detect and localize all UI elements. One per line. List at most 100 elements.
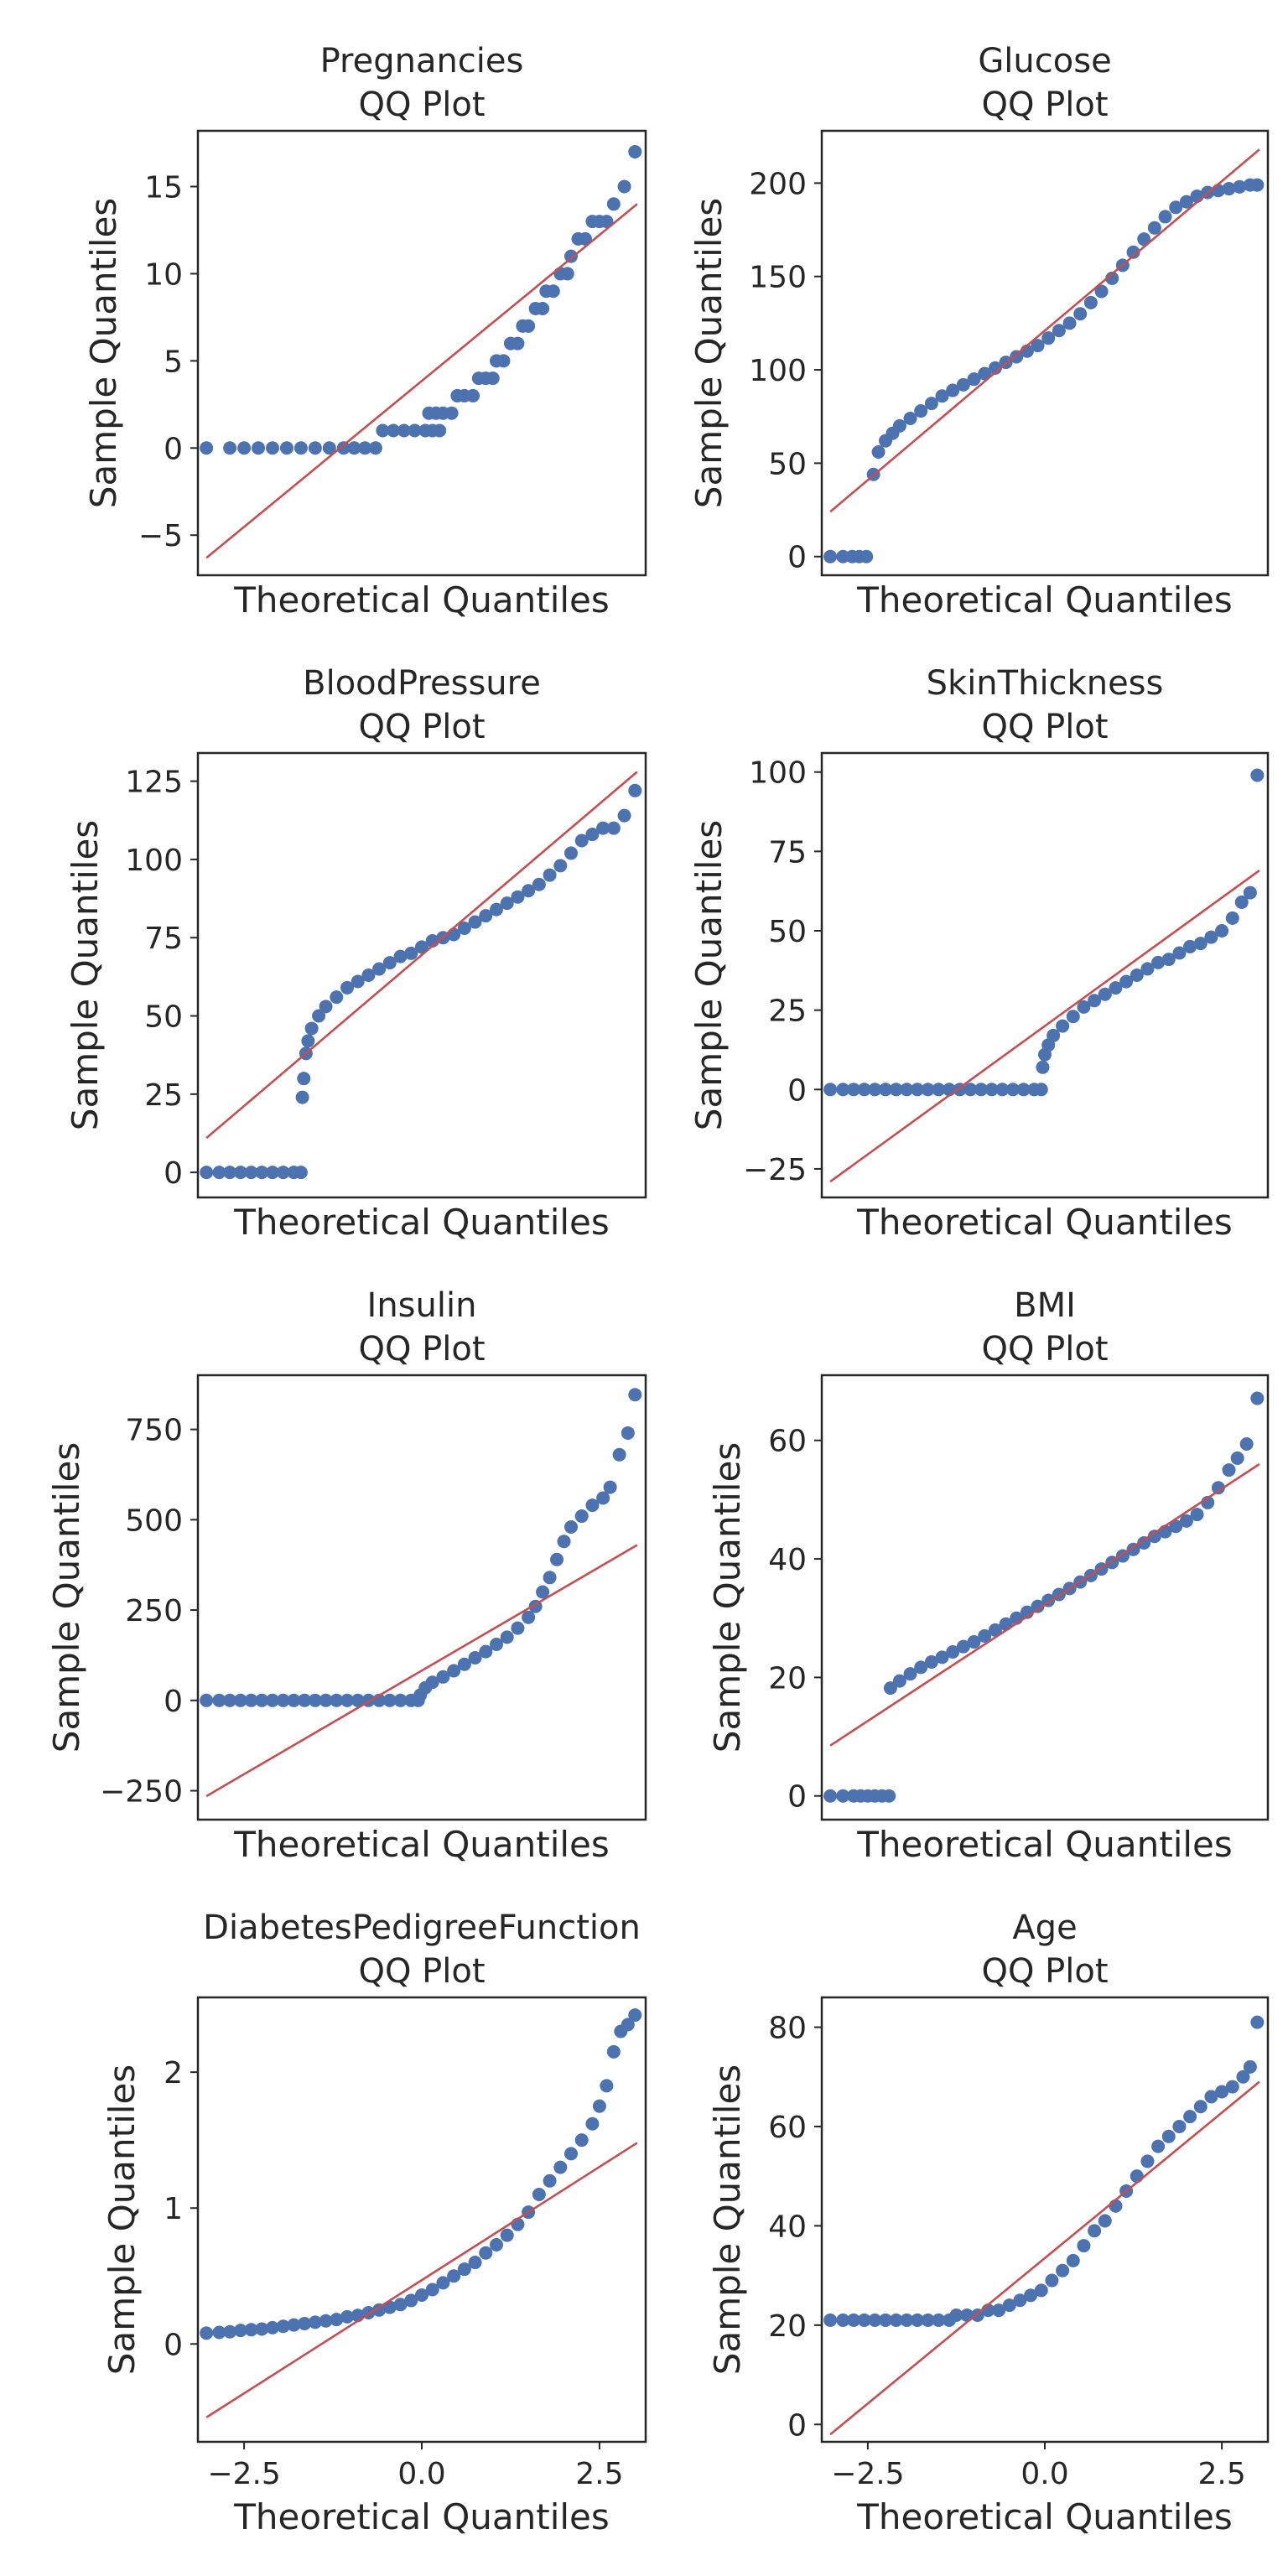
data-point bbox=[304, 1021, 319, 1036]
data-point bbox=[603, 1480, 617, 1494]
data-point bbox=[223, 1693, 237, 1707]
data-point bbox=[883, 1681, 897, 1696]
qq-subplot-6: DiabetesPedigreeFunction QQ Plot 0 1 2 −2.5 0.… bbox=[101, 1909, 647, 2537]
data-point bbox=[621, 1426, 635, 1440]
x-tick-label: 0.0 bbox=[1021, 2457, 1068, 2491]
data-point bbox=[500, 896, 514, 911]
reference-line bbox=[205, 203, 638, 559]
data-point bbox=[1215, 2085, 1229, 2099]
data-point bbox=[606, 2044, 621, 2059]
y-tick-label: 20 bbox=[768, 2309, 807, 2344]
subplot-title-line: Age bbox=[1012, 1909, 1077, 1947]
data-point bbox=[532, 2188, 546, 2202]
y-axis-label: Sample Quantiles bbox=[65, 820, 106, 1130]
plot-area bbox=[200, 144, 642, 559]
data-point bbox=[436, 2276, 450, 2290]
data-point bbox=[479, 1644, 493, 1659]
data-point bbox=[212, 1693, 226, 1707]
reference-line bbox=[205, 771, 638, 1140]
data-point bbox=[351, 1693, 365, 1707]
data-point bbox=[397, 423, 411, 438]
data-point bbox=[1031, 1599, 1045, 1613]
data-point bbox=[963, 1083, 978, 1097]
data-point bbox=[978, 1628, 992, 1643]
data-point bbox=[1215, 924, 1229, 937]
y-tick-label: 75 bbox=[144, 922, 183, 956]
y-axis-label: Sample Quantiles bbox=[101, 2064, 143, 2375]
data-point bbox=[233, 1693, 247, 1707]
data-point bbox=[372, 962, 387, 976]
data-point bbox=[301, 1034, 315, 1048]
data-point bbox=[486, 371, 500, 386]
data-point bbox=[490, 1638, 503, 1652]
data-point bbox=[882, 1789, 896, 1803]
data-point bbox=[393, 1693, 408, 1707]
x-axis-label: Theoretical Quantiles bbox=[233, 1824, 610, 1865]
subplot-title-line: DiabetesPedigreeFunction bbox=[203, 1909, 641, 1947]
data-point bbox=[879, 1083, 892, 1097]
data-point bbox=[490, 2237, 503, 2251]
data-point bbox=[466, 388, 480, 402]
qq-subplot-0: Pregnancies QQ Plot −5 0 5 10 15 Theoretical Qu… bbox=[83, 42, 647, 621]
subplot-title-line: QQ Plot bbox=[981, 708, 1108, 746]
data-point bbox=[312, 1009, 326, 1023]
axes-frame bbox=[196, 751, 647, 1199]
y-tick-label: 40 bbox=[768, 1543, 807, 1577]
data-point bbox=[287, 2318, 301, 2332]
data-point bbox=[585, 1498, 600, 1513]
data-point bbox=[1016, 1083, 1031, 1097]
data-point bbox=[200, 441, 214, 455]
data-point bbox=[319, 2314, 333, 2328]
y-tick-label: 50 bbox=[768, 447, 807, 481]
subplot-title-line: BloodPressure bbox=[303, 664, 541, 703]
data-point bbox=[1250, 768, 1265, 782]
y-tick-label: 25 bbox=[768, 995, 807, 1029]
data-point bbox=[298, 1693, 312, 1707]
data-point bbox=[200, 1166, 214, 1180]
data-point bbox=[578, 231, 592, 246]
subplot-title-line: Glucose bbox=[978, 42, 1111, 80]
data-point bbox=[1098, 2214, 1112, 2228]
data-point bbox=[612, 1447, 626, 1462]
data-point bbox=[244, 1693, 258, 1707]
data-point bbox=[532, 877, 546, 891]
data-point bbox=[255, 1166, 269, 1180]
data-point bbox=[425, 2283, 439, 2297]
data-point bbox=[223, 1166, 237, 1180]
data-point bbox=[836, 1083, 850, 1097]
data-point bbox=[358, 441, 372, 455]
data-point bbox=[479, 909, 493, 923]
data-point bbox=[564, 2147, 578, 2161]
data-point bbox=[1179, 1514, 1193, 1528]
data-point bbox=[914, 1660, 928, 1675]
data-point bbox=[1077, 2239, 1091, 2253]
data-point bbox=[1183, 2110, 1197, 2124]
data-point bbox=[932, 2313, 946, 2327]
data-point bbox=[1073, 307, 1088, 321]
x-tick-label: −2.5 bbox=[831, 2457, 904, 2491]
y-tick-label: 100 bbox=[749, 756, 807, 791]
data-point bbox=[511, 890, 525, 904]
data-point bbox=[1056, 1019, 1070, 1033]
data-point bbox=[1236, 2070, 1250, 2084]
data-point bbox=[1119, 974, 1134, 989]
data-point bbox=[340, 980, 354, 995]
data-point bbox=[1137, 232, 1151, 247]
data-point bbox=[911, 2313, 924, 2327]
data-point bbox=[1147, 1530, 1161, 1544]
data-point bbox=[1222, 1463, 1236, 1478]
data-point bbox=[393, 2298, 408, 2312]
reference-line bbox=[829, 870, 1260, 1183]
data-point bbox=[340, 1693, 354, 1707]
data-point bbox=[319, 1693, 333, 1707]
data-point bbox=[1062, 316, 1077, 330]
plot-area bbox=[200, 2008, 642, 2418]
data-point bbox=[457, 1657, 471, 1671]
data-point bbox=[1006, 1083, 1020, 1097]
data-point bbox=[1250, 178, 1265, 192]
data-point bbox=[223, 2324, 237, 2339]
data-point bbox=[468, 2256, 482, 2270]
data-point bbox=[1211, 1481, 1225, 1495]
data-point bbox=[1066, 2253, 1080, 2267]
data-point bbox=[921, 1083, 935, 1097]
